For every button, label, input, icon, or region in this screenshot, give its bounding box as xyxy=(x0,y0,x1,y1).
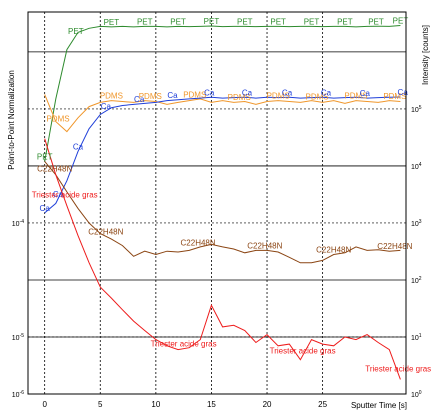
x-tick-label: 25 xyxy=(318,400,327,409)
right-tick-label: 105 xyxy=(411,105,422,114)
series-lines xyxy=(44,25,401,380)
tick-exponent: 4 xyxy=(419,162,422,168)
tick-exponent: 5 xyxy=(419,105,422,111)
x-tick-label: 15 xyxy=(207,400,216,409)
x-tick-label: 10 xyxy=(151,400,160,409)
series-label: PET xyxy=(204,17,220,26)
tick-base: 10 xyxy=(12,392,20,399)
series-label: PET xyxy=(37,152,53,161)
right-tick-label: 100 xyxy=(411,390,422,399)
right-axis-label: Intensity [counts] xyxy=(421,25,430,85)
series-label: Ca xyxy=(321,89,332,98)
x-tick-label: 0 xyxy=(42,400,47,409)
right-tick-label: 102 xyxy=(411,276,422,285)
series-line-c22h48n xyxy=(44,161,401,264)
series-label: PDMS xyxy=(267,92,290,101)
left-tick-labels: 10-410-510-6 xyxy=(12,219,24,399)
left-tick-label: 10-4 xyxy=(12,219,24,228)
series-label: PET xyxy=(170,17,186,26)
tick-exponent: 1 xyxy=(419,333,422,339)
series-label: PET xyxy=(270,17,286,26)
series-label: PDMS xyxy=(139,92,162,101)
series-label: C22H48N xyxy=(247,241,282,250)
series-label: PET xyxy=(393,17,409,26)
tick-base: 10 xyxy=(411,392,419,399)
series-label: Triester acide gras xyxy=(270,347,336,356)
right-tick-label: 104 xyxy=(411,162,422,171)
series-label: Triester acide gras xyxy=(32,191,98,200)
plot-frame xyxy=(27,11,407,395)
tick-exponent: -6 xyxy=(20,390,25,396)
right-tick-label: 101 xyxy=(411,333,422,342)
series-label: PET xyxy=(368,17,384,26)
series-line-pet xyxy=(44,25,401,162)
series-label: Ca xyxy=(40,204,51,213)
series-label: PDMS xyxy=(183,91,206,100)
tick-base: 10 xyxy=(411,164,419,171)
series-label: Triester acide gras xyxy=(151,340,217,349)
series-line-pdms xyxy=(44,94,401,133)
series-label: C22H48N xyxy=(37,164,72,173)
x-axis-label: Sputter Time [s] xyxy=(351,401,407,410)
axis-texts: Point-to-Point Normalization Intensity [… xyxy=(7,25,430,410)
tick-exponent: 2 xyxy=(419,276,422,282)
right-tick-label: 103 xyxy=(411,219,422,228)
series-label: Ca xyxy=(53,190,64,199)
series-label: Ca xyxy=(167,91,178,100)
series-label: C22H48N xyxy=(88,227,123,236)
tick-exponent: -4 xyxy=(20,219,25,225)
series-label: PET xyxy=(68,27,84,36)
tick-exponent: 0 xyxy=(419,390,422,396)
series-label: Ca xyxy=(398,88,409,97)
series-label: PET xyxy=(304,17,320,26)
tick-base: 10 xyxy=(411,221,419,228)
series-label: Ca xyxy=(242,88,253,97)
grid-lines xyxy=(28,12,406,394)
series-label: PDMS xyxy=(344,92,367,101)
series-label: Ca xyxy=(360,89,371,98)
series-label: PDMS xyxy=(46,115,69,124)
left-tick-label: 10-5 xyxy=(12,333,24,342)
series-label: PET xyxy=(337,17,353,26)
series-label: PDMS xyxy=(228,93,251,102)
series-label: Ca xyxy=(204,88,215,97)
series-label: C22H48N xyxy=(181,239,216,248)
series-label: Ca xyxy=(73,142,84,151)
tick-base: 10 xyxy=(12,221,20,228)
series-label: C22H48N xyxy=(377,242,412,251)
series-label: PDMS xyxy=(100,92,123,101)
tick-exponent: -5 xyxy=(20,333,25,339)
tick-base: 10 xyxy=(411,335,419,342)
series-label: Ca xyxy=(101,102,112,111)
series-labels: PET PET PET PET PET PET PET PET PET PET PET PET PDMS… xyxy=(32,17,431,374)
x-tick-labels: 0 5 10 15 20 25 xyxy=(42,400,327,409)
x-tick-label: 20 xyxy=(263,400,272,409)
series-label: C22H48N xyxy=(316,245,351,254)
series-label: PDMS xyxy=(305,93,328,102)
series-label: PET xyxy=(137,17,153,26)
series-label: PDMS xyxy=(383,92,406,101)
tick-base: 10 xyxy=(12,335,20,342)
series-label: Triester acide gras xyxy=(365,364,431,373)
series-label: Ca xyxy=(282,88,293,97)
series-label: PET xyxy=(104,18,120,27)
series-line-triester-acide-gras xyxy=(44,138,401,380)
series-line-ca xyxy=(44,96,401,214)
left-axis-label: Point-to-Point Normalization xyxy=(7,70,16,170)
series-label: Ca xyxy=(134,95,145,104)
tick-base: 10 xyxy=(411,278,419,285)
tick-exponent: 3 xyxy=(419,219,422,225)
left-tick-label: 10-6 xyxy=(12,390,24,399)
tick-base: 10 xyxy=(411,107,419,114)
series-label: PET xyxy=(237,17,253,26)
x-tick-label: 5 xyxy=(98,400,103,409)
